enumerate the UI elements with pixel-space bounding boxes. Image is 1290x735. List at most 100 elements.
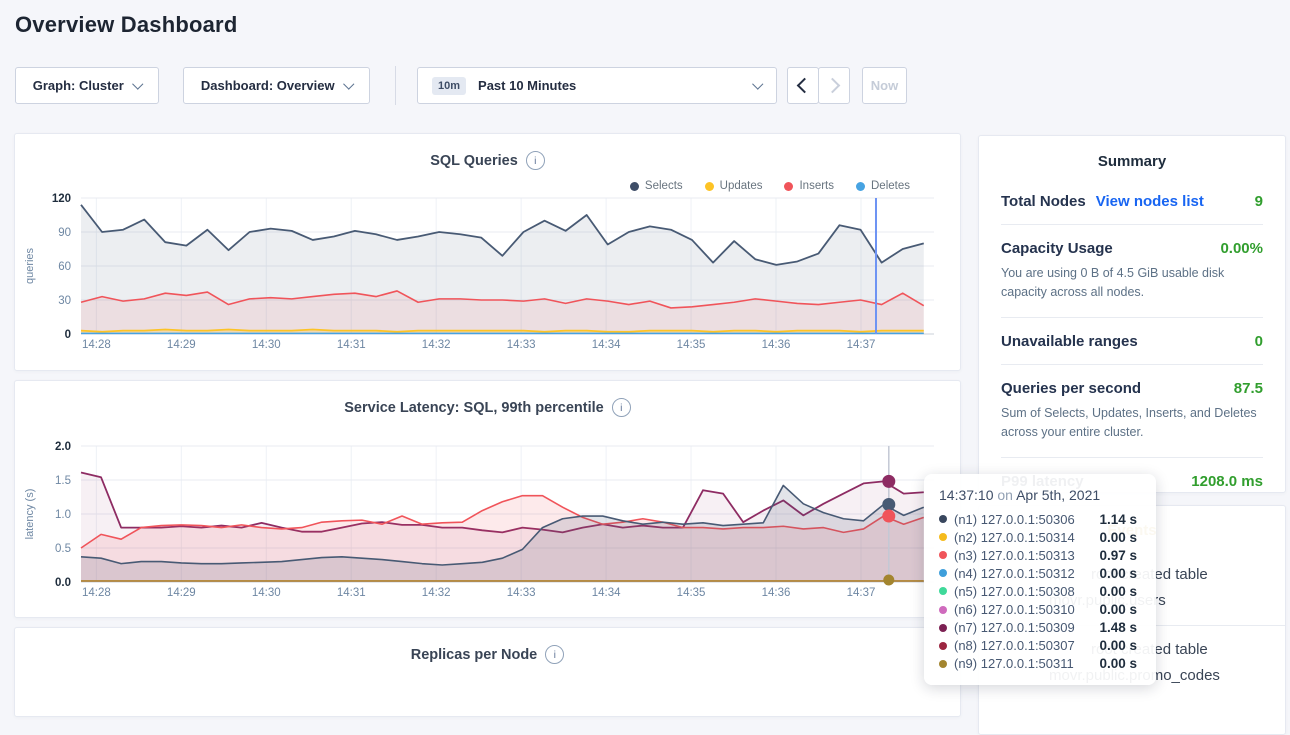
chevron-down-icon <box>343 79 354 90</box>
chart-title-text: SQL Queries <box>430 153 518 169</box>
summary-stat-capacity-usage: Capacity Usage 0.00% You are using 0 B of … <box>1001 224 1263 317</box>
view-nodes-list-link[interactable]: View nodes list <box>1096 193 1204 210</box>
svg-text:14:29: 14:29 <box>167 587 196 599</box>
svg-text:14:34: 14:34 <box>592 339 621 351</box>
stat-subtext: Sum of Selects, Updates, Inserts, and De… <box>1001 404 1263 443</box>
stat-value: 0 <box>1255 333 1263 350</box>
svg-text:2.0: 2.0 <box>55 441 71 453</box>
sql-queries-card: SQL Queries i SelectsUpdatesInsertsDelet… <box>14 133 961 371</box>
page-title: Overview Dashboard <box>15 12 237 38</box>
node-latency-value: 1.48 s <box>1099 620 1141 635</box>
info-icon[interactable]: i <box>545 645 564 664</box>
tooltip-row: (n9) 127.0.0.1:503110.00 s <box>939 655 1141 673</box>
node-latency-value: 0.00 s <box>1099 656 1141 671</box>
node-latency-value: 0.00 s <box>1099 638 1141 653</box>
info-icon[interactable]: i <box>526 151 545 170</box>
tooltip-rows: (n1) 127.0.0.1:503061.14 s(n2) 127.0.0.1… <box>939 510 1141 673</box>
svg-text:0.5: 0.5 <box>55 543 71 555</box>
stat-label: Unavailable ranges <box>1001 333 1138 350</box>
stat-subtext: You are using 0 B of 4.5 GiB usable disk… <box>1001 264 1263 303</box>
summary-title: Summary <box>979 136 1285 170</box>
svg-text:14:31: 14:31 <box>337 587 366 599</box>
svg-text:0: 0 <box>65 329 71 341</box>
tooltip-row: (n6) 127.0.0.1:503100.00 s <box>939 600 1141 618</box>
chart-title: Replicas per Node i <box>15 645 960 664</box>
service-latency-chart[interactable]: 14:2814:2914:3014:3114:3214:3314:3414:35… <box>21 430 946 616</box>
chart-title: Service Latency: SQL, 99th percentile i <box>15 398 960 417</box>
svg-text:14:29: 14:29 <box>167 339 196 351</box>
time-range-badge: 10m <box>432 77 466 95</box>
chevron-left-icon <box>797 78 813 94</box>
series-dot-icon <box>939 587 947 595</box>
now-button[interactable]: Now <box>862 67 907 104</box>
node-address: (n7) 127.0.0.1:50309 <box>954 620 1075 635</box>
series-dot-icon <box>939 551 947 559</box>
time-range-label: Past 10 Minutes <box>478 78 576 93</box>
dashboard-dropdown[interactable]: Dashboard: Overview <box>183 67 370 104</box>
chart-tooltip: 14:37:10 on Apr 5th, 2021 (n1) 127.0.0.1… <box>924 474 1156 685</box>
tooltip-row: (n3) 127.0.0.1:50313 0.97 s <box>939 546 1141 564</box>
svg-text:14:33: 14:33 <box>507 339 536 351</box>
series-dot-icon <box>939 515 947 523</box>
svg-text:queries: queries <box>24 247 36 284</box>
svg-text:14:36: 14:36 <box>762 587 791 599</box>
service-latency-card: Service Latency: SQL, 99th percentile i … <box>14 380 961 618</box>
svg-text:14:35: 14:35 <box>677 339 706 351</box>
tooltip-date: Apr 5th, 2021 <box>1016 487 1100 503</box>
graph-dropdown[interactable]: Graph: Cluster <box>15 67 159 104</box>
node-latency-value: 0.00 s <box>1099 530 1141 545</box>
summary-stat-unavailable-ranges: Unavailable ranges 0 <box>1001 317 1263 364</box>
svg-text:14:36: 14:36 <box>762 339 791 351</box>
svg-text:60: 60 <box>58 261 71 273</box>
svg-text:120: 120 <box>52 193 71 205</box>
time-next-button[interactable] <box>818 67 850 104</box>
tooltip-on: on <box>997 487 1013 503</box>
svg-text:1.5: 1.5 <box>55 475 71 487</box>
stat-label: Capacity Usage <box>1001 240 1113 257</box>
stat-value: 9 <box>1255 193 1263 210</box>
node-latency-value: 1.14 s <box>1099 512 1141 527</box>
time-prev-button[interactable] <box>787 67 819 104</box>
node-address: (n3) 127.0.0.1:50313 <box>954 548 1075 563</box>
series-dot-icon <box>939 606 947 614</box>
node-address: (n2) 127.0.0.1:50314 <box>954 530 1075 545</box>
svg-text:14:32: 14:32 <box>422 339 451 351</box>
svg-text:14:28: 14:28 <box>82 339 111 351</box>
svg-text:14:37: 14:37 <box>847 587 876 599</box>
tooltip-timestamp: 14:37:10 on Apr 5th, 2021 <box>939 487 1141 503</box>
svg-text:14:33: 14:33 <box>507 587 536 599</box>
svg-text:14:28: 14:28 <box>82 587 111 599</box>
tooltip-row: (n2) 127.0.0.1:50314 0.00 s <box>939 528 1141 546</box>
series-dot-icon <box>939 533 947 541</box>
tooltip-row: (n1) 127.0.0.1:503061.14 s <box>939 510 1141 528</box>
svg-text:14:31: 14:31 <box>337 339 366 351</box>
node-latency-value: 0.97 s <box>1099 548 1141 563</box>
stat-label: Queries per second <box>1001 380 1141 397</box>
series-dot-icon <box>939 569 947 577</box>
info-icon[interactable]: i <box>612 398 631 417</box>
node-address: (n5) 127.0.0.1:50308 <box>954 584 1075 599</box>
stat-label: Total Nodes <box>1001 193 1086 210</box>
node-address: (n4) 127.0.0.1:50312 <box>954 566 1075 581</box>
series-dot-icon <box>939 642 947 650</box>
chart-title-text: Replicas per Node <box>411 647 538 663</box>
node-address: (n6) 127.0.0.1:50310 <box>954 602 1075 617</box>
node-latency-value: 0.00 s <box>1099 566 1141 581</box>
tooltip-row: (n5) 127.0.0.1:503080.00 s <box>939 582 1141 600</box>
summary-panel: Summary Total Nodes View nodes list 9 Capac… <box>978 135 1286 493</box>
chevron-down-icon <box>132 79 143 90</box>
stat-value: 87.5 <box>1234 380 1263 397</box>
stat-value: 0.00% <box>1220 240 1263 257</box>
svg-text:90: 90 <box>58 227 71 239</box>
svg-text:14:30: 14:30 <box>252 339 281 351</box>
time-range-picker[interactable]: 10m Past 10 Minutes <box>417 67 777 104</box>
svg-text:30: 30 <box>58 295 71 307</box>
tooltip-row: (n7) 127.0.0.1:50309 1.48 s <box>939 619 1141 637</box>
sql-queries-chart[interactable]: 14:28 14:29 14:30 14:31 14:32 14:33 14:34 14:35… <box>21 182 946 368</box>
chart-title: SQL Queries i <box>15 151 960 170</box>
chart-title-text: Service Latency: SQL, 99th percentile <box>344 400 604 416</box>
chevron-right-icon <box>825 78 841 94</box>
tooltip-row: (n8) 127.0.0.1:503070.00 s <box>939 637 1141 655</box>
replicas-per-node-card: Replicas per Node i <box>14 627 961 717</box>
chevron-down-icon <box>752 79 763 90</box>
